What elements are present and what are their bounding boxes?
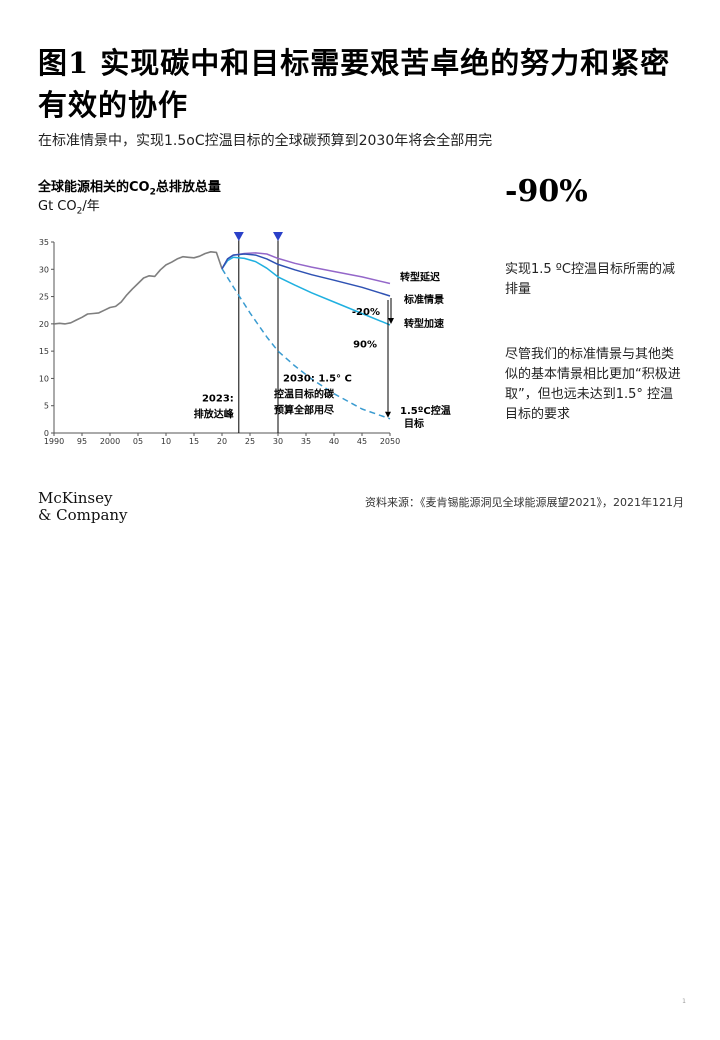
peak-markers	[233, 232, 283, 241]
series-line-accelerated	[221, 256, 391, 326]
logo-line-1: McKinsey	[38, 489, 113, 507]
arrow-to-target-head	[385, 411, 391, 418]
x-tick-label: 40	[329, 437, 339, 445]
y-tick-label: 5	[44, 402, 49, 411]
chart-title: 全球能源相关的CO2总排放总量	[38, 176, 221, 198]
arrow-to-accelerated-head	[388, 317, 394, 324]
x-tick-label: 15	[189, 437, 199, 445]
x-tick-label: 2050	[380, 437, 400, 445]
page-number: 1	[682, 998, 686, 1005]
x-tick-label: 05	[133, 437, 143, 445]
label-delayed: 转型延迟	[400, 270, 440, 283]
marker-lines	[238, 240, 279, 433]
chart-title-prefix: 全球能源相关的CO	[38, 180, 150, 195]
scenario-note: 尽管我们的标准情景与其他类似的基本情景相比更加“积极进取”，但也远未达到1.5°…	[505, 347, 681, 422]
label-target-line2: 目标	[404, 417, 424, 430]
y-tick-label: 25	[39, 293, 49, 302]
x-tick-label: 10	[161, 437, 171, 445]
x-tick-label: 95	[77, 437, 87, 445]
label-budget-text-1: 控温目标的碳	[274, 388, 335, 401]
page-title: 图1 实现碳中和目标需要艰苦卓绝的努力和紧密有效的协作	[38, 46, 671, 122]
chart-unit-subscript: 2	[76, 206, 83, 217]
page-subtitle: 在标准情景中，实现1.5oC控温目标的全球碳预算到2030年将会全部用完	[38, 133, 493, 149]
logo-line-2: & Company	[38, 506, 128, 524]
label-minus-20-percent: -20%	[352, 307, 380, 318]
x-tick-label: 35	[301, 437, 311, 445]
label-peak-text: 排放达峰	[194, 408, 235, 421]
y-tick-label: 15	[39, 347, 49, 356]
series-line-target	[221, 268, 391, 420]
series-line-reference	[221, 253, 391, 297]
label-peak-year: 2023:	[202, 393, 234, 404]
marker-triangle	[273, 232, 283, 241]
reduction-note: 实现1.5 ºC控温目标所需的减排量	[505, 262, 676, 297]
source-note: 资料来源：《麦肯锡能源洞见全球能源展望2021》，2021年121月	[365, 496, 684, 509]
chart-title-suffix: 总排放总量	[155, 180, 221, 195]
y-tick-label: 10	[39, 374, 49, 383]
reduction-big-number: -90%	[505, 174, 588, 209]
chart-unit-suffix: /年	[82, 199, 100, 214]
y-tick-label: 35	[39, 238, 49, 247]
y-tick-label: 20	[39, 320, 49, 329]
series-line-delayed	[221, 252, 391, 285]
x-tick-label: 2000	[100, 437, 120, 445]
x-tick-label: 30	[273, 437, 283, 445]
marker-triangle	[233, 232, 244, 241]
label-budget-text-2: 预算全部用尽	[274, 403, 335, 416]
label-90-percent: 90%	[353, 339, 377, 350]
y-tick-label: 0	[44, 429, 49, 438]
x-tick-label: 1990	[44, 437, 64, 445]
y-tick-label: 30	[39, 265, 49, 274]
series-line-history	[53, 250, 223, 325]
x-tick-label: 20	[217, 437, 227, 445]
mckinsey-logo: McKinsey & Company	[38, 490, 128, 524]
x-tick-label: 25	[245, 437, 255, 445]
gap-arrows	[385, 298, 394, 418]
chart-annotations: 转型延迟 标准情景 转型加速 1.5ºC控温 目标 -20% 90% 2023:…	[194, 270, 451, 429]
label-target-line1: 1.5ºC控温	[400, 404, 451, 417]
label-reference: 标准情景	[403, 293, 444, 306]
label-accelerated: 转型加速	[404, 317, 444, 330]
x-tick-label: 45	[357, 437, 367, 445]
chart-unit: Gt CO2/年	[38, 195, 100, 217]
label-budget-year: 2030: 1.5° C	[283, 374, 352, 385]
chart-unit-prefix: Gt CO	[38, 199, 77, 214]
chart-title-subscript: 2	[149, 187, 156, 198]
series-lines	[53, 250, 391, 420]
